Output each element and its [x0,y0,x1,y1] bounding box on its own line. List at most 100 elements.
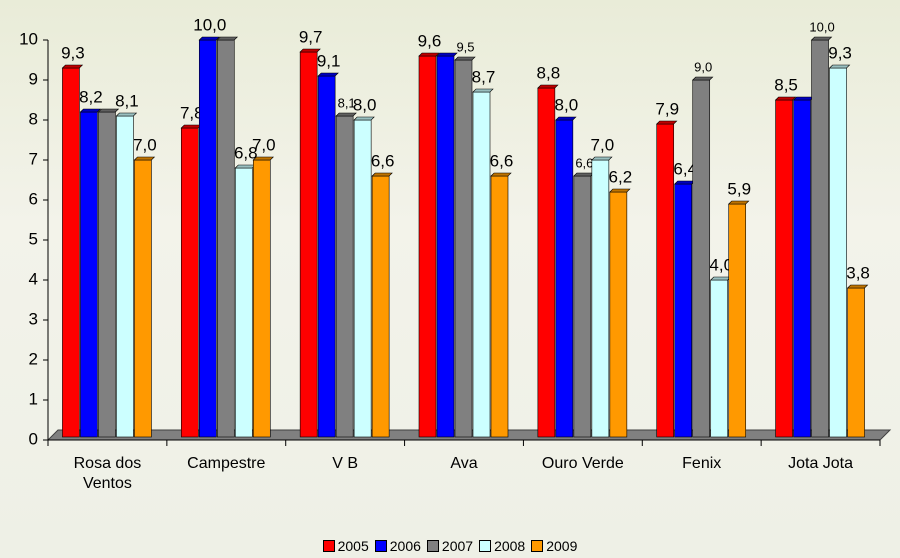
data-label: 8,1 [115,91,139,110]
data-label: 8,2 [79,87,103,106]
bar [317,75,336,438]
legend-item: 2007 [426,538,474,554]
bar-top [454,56,476,61]
legend-label: 2005 [337,538,369,554]
y-tick-label: 7 [29,149,38,168]
bar [454,59,473,438]
bar-top [846,284,869,289]
data-label: 8,7 [472,67,496,86]
bar-top [335,112,357,117]
legend-label: 2007 [441,538,474,554]
legend-label: 2006 [389,538,421,554]
bar [490,175,509,438]
bar-top [234,164,257,169]
legend-swatch [531,540,544,552]
bar-top [774,96,797,101]
bar-top [537,84,559,89]
data-label: 10,0 [809,19,834,34]
legend-swatch [374,540,387,552]
bar-top [61,64,84,69]
legend-swatch [426,540,439,552]
bar-top [115,112,138,117]
bar [728,203,747,438]
bar [847,287,865,438]
bar-top [79,108,102,113]
data-label: 9,7 [299,27,323,46]
bar-top [418,52,440,57]
bar-top [555,116,577,121]
bar-top [691,76,714,81]
data-label: 9,3 [828,43,852,62]
bar [436,55,455,438]
y-tick-label: 6 [29,189,38,208]
x-tick-label: Ouro Verde [541,455,624,472]
bar-top [792,96,815,101]
x-tick-label: Campestre [187,455,266,472]
data-label: 5,9 [727,179,751,198]
bar [371,175,390,438]
legend-item: 2009 [531,538,577,554]
bar [537,87,556,438]
legend-label: 2008 [494,538,526,554]
legend-swatch [479,540,492,552]
data-label: 7,9 [655,99,679,118]
bar [811,39,829,438]
bar [555,119,574,438]
bar [116,115,134,438]
data-label: 9,6 [418,31,442,50]
legend-item: 2005 [322,538,369,554]
data-label: 6,6 [575,155,593,170]
bar [418,55,437,438]
data-label: 7,0 [591,135,615,154]
bar-top [709,276,732,281]
legend-swatch [322,540,335,552]
bar-top [655,120,678,125]
data-label: 8,5 [774,75,798,94]
y-tick-label: 2 [29,349,38,368]
bar-top [472,88,494,93]
bar [609,191,628,438]
bar-top [216,36,239,41]
bar-top [828,64,851,69]
data-label: 7,0 [133,135,157,154]
data-label: 8,1 [338,95,356,110]
y-tick-label: 4 [29,269,38,288]
x-tick-label: Rosa dos Ventos [73,455,142,492]
y-tick-label: 1 [29,389,38,408]
x-tick-label: V B [332,455,359,472]
data-label: 4,0 [709,255,733,274]
bar [198,39,217,438]
bar [335,115,354,438]
bar-top [252,156,275,161]
bar-top [133,156,156,161]
y-tick-label: 0 [29,429,38,448]
data-label: 6,8 [234,143,258,162]
bar [216,39,235,438]
legend-item: 2008 [479,538,525,554]
x-tick-label: Jota Jota [788,455,854,472]
bar-top [573,172,595,177]
x-tick-label: Fenix [682,455,722,472]
bar-top [198,36,221,41]
y-tick-label: 5 [29,229,38,248]
bar-top [810,36,833,41]
bar-top [609,188,631,193]
bar [472,91,491,438]
bar [793,99,811,438]
bar-top [436,52,458,57]
data-label: 9,3 [61,43,85,62]
bar-top [673,180,696,185]
bar-top [317,72,339,77]
bar [775,99,793,438]
bar [180,127,199,438]
data-label: 8,0 [555,95,579,114]
bar [692,79,711,438]
bar-top [353,116,375,121]
bar [656,123,675,438]
bar [62,67,80,438]
bar [234,167,253,438]
data-label: 9,0 [694,59,712,74]
data-label: 6,6 [371,151,395,170]
legend: 2005 2006 2007 2008 2009 [0,538,900,554]
